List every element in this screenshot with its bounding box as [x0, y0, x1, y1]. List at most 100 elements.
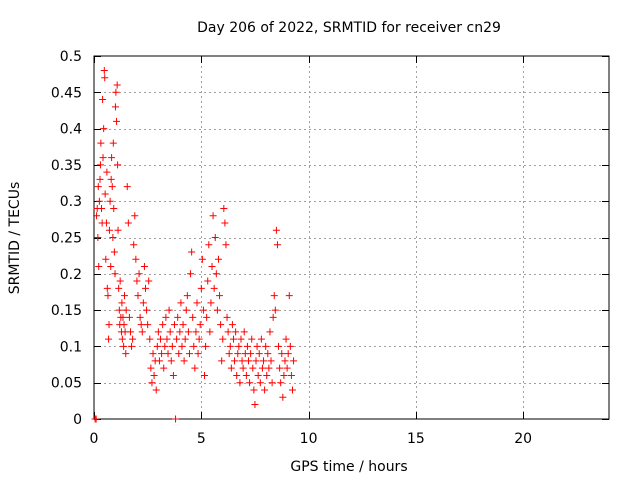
data-point: [223, 313, 231, 321]
data-point: [183, 292, 191, 300]
data-point: [123, 183, 131, 191]
data-point: [118, 335, 126, 343]
data-point: [114, 226, 122, 234]
data-point: [101, 74, 109, 82]
data-point: [211, 234, 219, 241]
data-point: [159, 321, 167, 329]
data-point: [221, 219, 229, 227]
data-point: [185, 350, 193, 358]
y-tick-label: 0.4: [60, 122, 82, 138]
data-point: [238, 357, 246, 365]
data-point: [248, 335, 256, 343]
data-point: [281, 357, 289, 365]
data-point: [245, 357, 252, 365]
data-point: [201, 371, 209, 379]
data-point: [138, 328, 146, 336]
data-point: [290, 357, 298, 365]
data-point: [205, 241, 213, 249]
data-point: [92, 415, 100, 423]
data-point: [262, 342, 270, 350]
data-point: [220, 204, 228, 212]
data-point: [229, 335, 237, 343]
data-point: [162, 313, 170, 321]
data-point: [134, 292, 142, 300]
x-axis-label: GPS time / hours: [290, 459, 407, 475]
data-point: [196, 321, 204, 329]
data-point: [265, 364, 273, 372]
data-point: [282, 335, 290, 343]
data-point: [133, 277, 141, 285]
data-point: [161, 342, 169, 350]
data-point: [143, 306, 151, 314]
data-point: [97, 139, 105, 147]
data-point: [165, 306, 173, 314]
data-point: [239, 364, 247, 372]
data-point: [178, 342, 186, 350]
data-point: [287, 371, 295, 379]
data-point: [273, 241, 281, 249]
data-point: [170, 321, 178, 329]
data-point: [264, 350, 272, 358]
data-point: [168, 342, 176, 350]
data-point: [122, 350, 130, 358]
data-point: [217, 321, 225, 329]
data-point: [102, 255, 110, 263]
data-point: [115, 306, 123, 314]
x-tick-labels: 0 5 10 15 20: [90, 431, 533, 447]
data-point: [135, 270, 143, 278]
data-point: [219, 335, 227, 343]
data-point: [94, 234, 102, 241]
data-point: [101, 190, 109, 198]
data-point: [228, 321, 236, 329]
y-tick-label: 0: [73, 412, 82, 428]
data-point: [249, 364, 257, 372]
data-point: [254, 371, 262, 379]
data-point: [116, 277, 124, 285]
data-point: [243, 342, 251, 350]
y-tick-label: 0.5: [60, 49, 82, 65]
data-point: [169, 371, 177, 379]
data-point: [272, 226, 280, 234]
data-point: [140, 263, 148, 271]
data-point: [267, 357, 275, 365]
x-tick-label: 20: [514, 431, 532, 447]
data-point: [210, 284, 218, 292]
data-point: [126, 328, 134, 336]
data-point: [237, 335, 245, 343]
data-point: [214, 255, 222, 263]
data-point: [173, 335, 181, 343]
data-point: [188, 248, 196, 256]
x-tick-label: 5: [197, 431, 206, 447]
data-point: [109, 139, 117, 147]
data-point: [179, 321, 187, 329]
data-point: [128, 342, 136, 350]
data-point: [105, 321, 113, 329]
data-point: [246, 379, 254, 387]
data-point: [269, 313, 277, 321]
data-point: [96, 161, 104, 169]
data-point: [120, 342, 128, 350]
data-point: [203, 313, 211, 321]
data-point: [136, 313, 144, 321]
data-point: [119, 313, 127, 321]
data-point: [100, 125, 108, 133]
data-point: [240, 328, 248, 336]
data-point: [114, 161, 122, 169]
data-point: [198, 255, 206, 263]
data-point: [255, 350, 263, 358]
data-point: [105, 335, 113, 343]
data-point: [209, 212, 217, 220]
data-point: [129, 335, 137, 343]
data-point: [279, 393, 287, 401]
data-point: [192, 328, 200, 336]
y-tick-labels: 0 0.05 0.1 0.15 0.2 0.25 0.3 0.35 0.4 0.45 0.5: [51, 49, 82, 428]
data-point: [232, 328, 240, 336]
data-point: [190, 342, 198, 350]
data-point: [253, 342, 261, 350]
data-point: [270, 292, 278, 300]
y-axis-label: SRMTID / TECUs: [7, 182, 23, 295]
data-point: [107, 175, 115, 183]
data-point: [120, 321, 128, 329]
